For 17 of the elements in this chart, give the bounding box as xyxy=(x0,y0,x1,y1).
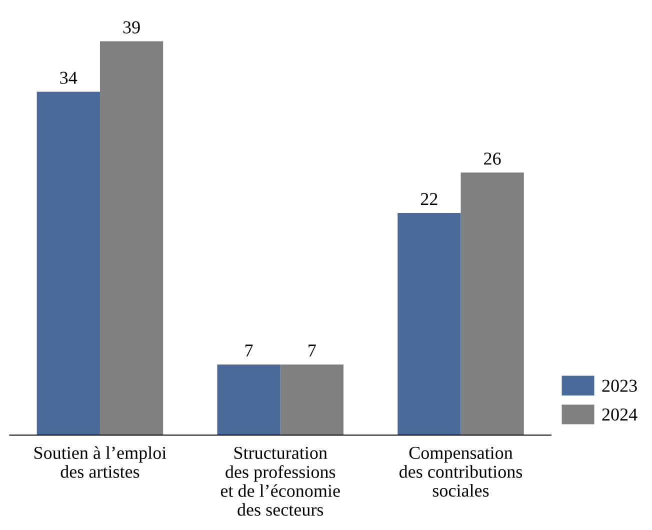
x-tick-label: Structuration des professions et de l’économie des secteurs xyxy=(220,446,340,516)
data-label: 7 xyxy=(245,344,253,356)
data-label: 26 xyxy=(484,152,501,165)
bar xyxy=(398,212,461,436)
data-label: 39 xyxy=(123,21,140,34)
legend-label: 2024 xyxy=(602,408,638,421)
bar xyxy=(100,41,164,436)
data-label: 34 xyxy=(60,72,78,84)
bar xyxy=(36,92,100,436)
bar xyxy=(460,172,524,436)
bar xyxy=(217,364,280,436)
data-label: 22 xyxy=(420,192,438,205)
data-label: 7 xyxy=(308,344,316,356)
legend-label: 2023 xyxy=(602,380,637,392)
x-tick-label: Compensation des contributions sociales xyxy=(399,446,522,497)
x-tick-label: Soutien à l’emploi des artistes xyxy=(34,446,166,478)
bar xyxy=(280,364,344,436)
